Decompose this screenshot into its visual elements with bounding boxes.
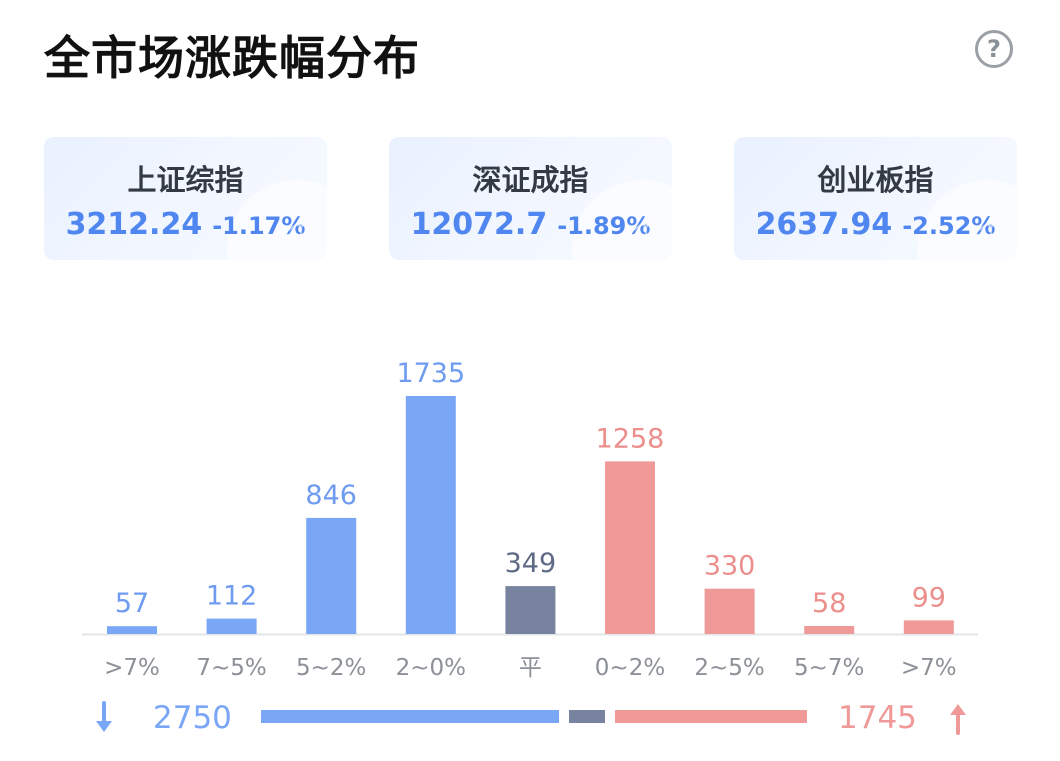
category-label-6: 2~5% bbox=[694, 655, 764, 681]
category-label-0: >7% bbox=[104, 655, 160, 681]
down-share-bar bbox=[261, 710, 559, 723]
value-label-8: 99 bbox=[912, 582, 946, 613]
category-label-1: 7~5% bbox=[196, 655, 266, 681]
distribution-chart: 57 >7% 112 7~5% 846 5~2% 1735 2~0% 349 平 1258 0~2% 3… bbox=[82, 358, 978, 681]
up-total: 1745 bbox=[838, 700, 917, 736]
bar-7 bbox=[804, 626, 855, 634]
category-label-8: >7% bbox=[901, 655, 957, 681]
index-price: 3212.24 bbox=[65, 207, 203, 242]
bar-3 bbox=[405, 396, 456, 634]
bar-5 bbox=[605, 461, 655, 634]
trend-icon bbox=[632, 218, 656, 240]
page-title: 全市场涨跌幅分布 bbox=[44, 31, 420, 85]
help-button[interactable]: ? bbox=[975, 30, 1013, 68]
index-name: 上证综指 bbox=[127, 163, 244, 197]
down-total: 2750 bbox=[153, 700, 232, 736]
bar-0 bbox=[107, 626, 157, 634]
index-name: 深证成指 bbox=[472, 163, 589, 197]
flat-share-bar bbox=[569, 710, 605, 723]
index-card-cyb[interactable]: 创业板指 2637.94 -2.52% bbox=[734, 137, 1017, 260]
bar-6 bbox=[704, 588, 755, 634]
index-name: 创业板指 bbox=[817, 163, 934, 197]
value-label-1: 112 bbox=[206, 581, 258, 612]
value-label-0: 57 bbox=[115, 588, 149, 619]
value-label-7: 58 bbox=[812, 588, 846, 619]
bar-2 bbox=[306, 517, 357, 634]
value-label-4: 349 bbox=[505, 548, 557, 579]
category-label-5: 0~2% bbox=[595, 655, 665, 681]
trend-icon bbox=[977, 218, 1001, 240]
index-price: 12072.7 bbox=[410, 207, 548, 242]
category-label-4: 平 bbox=[519, 655, 542, 681]
arrow-down-icon bbox=[96, 701, 112, 732]
bar-1 bbox=[206, 618, 257, 634]
bar-4 bbox=[505, 586, 556, 634]
index-card-sh[interactable]: 上证综指 3212.24 -1.17% bbox=[44, 137, 327, 260]
value-label-3: 1735 bbox=[396, 358, 465, 389]
trend-icon bbox=[287, 218, 311, 240]
category-label-7: 5~7% bbox=[794, 655, 864, 681]
value-label-6: 330 bbox=[704, 551, 756, 582]
arrow-up-icon bbox=[950, 704, 966, 735]
summary-bar: 2750 1745 bbox=[0, 698, 1060, 748]
category-label-3: 2~0% bbox=[396, 655, 466, 681]
category-label-2: 5~2% bbox=[296, 655, 366, 681]
value-label-5: 1258 bbox=[596, 423, 665, 454]
value-label-2: 846 bbox=[305, 480, 357, 511]
index-price: 2637.94 bbox=[755, 207, 893, 242]
question-circle-icon: ? bbox=[987, 35, 1001, 63]
up-share-bar bbox=[615, 710, 807, 723]
bar-8 bbox=[903, 620, 954, 634]
index-card-sz[interactable]: 深证成指 12072.7 -1.89% bbox=[389, 137, 672, 260]
